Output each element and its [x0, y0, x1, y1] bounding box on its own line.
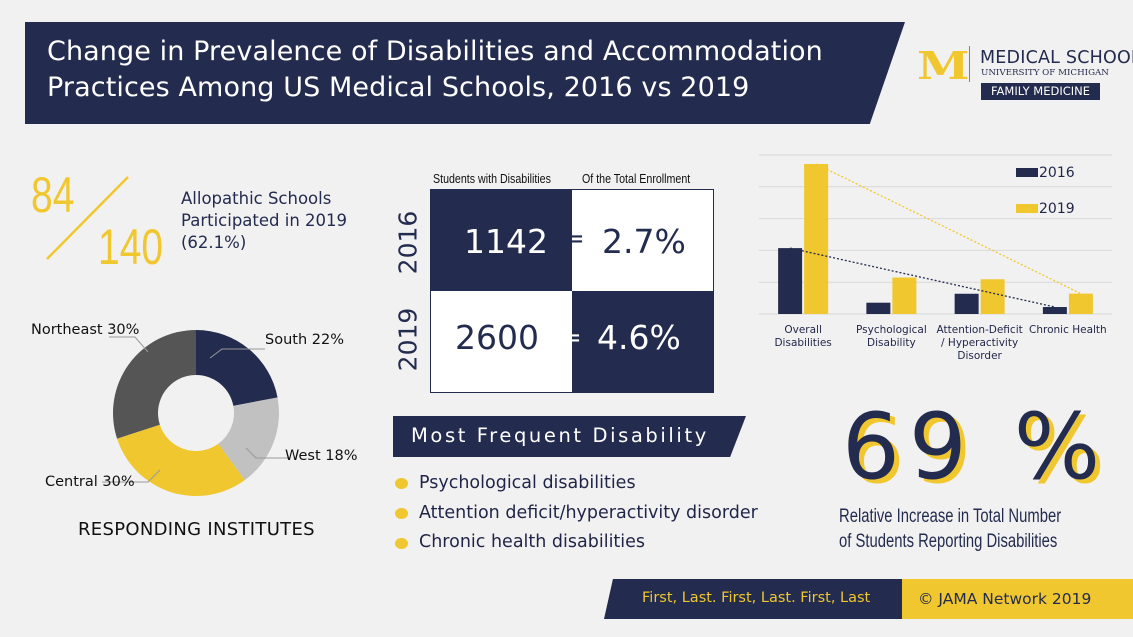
footer-authors: First, Last. First, Last. First, Last — [642, 590, 871, 606]
bullet-dot — [395, 508, 408, 519]
stat-description-2: of Students Reporting Disabilities — [839, 531, 1058, 552]
category-label: Disabilities — [774, 337, 831, 349]
leader-northeast — [109, 336, 149, 353]
value-2016-percent: 2.7% — [602, 222, 686, 261]
year-label-2016: 2016 — [393, 210, 423, 275]
participation-text-3: (62.1%) — [181, 233, 247, 252]
value-2019-students: 2600 — [455, 318, 539, 357]
category-label: Disorder — [957, 350, 1002, 362]
year-label-2019: 2019 — [393, 307, 423, 372]
legend-swatch-2016 — [1016, 168, 1038, 177]
frequent-item-3: Chronic health disabilities — [419, 532, 646, 552]
cell-2019-students — [431, 291, 572, 392]
title-line-2: Practices Among US Medical Schools, 2016… — [47, 72, 750, 103]
bar-2016-3 — [1042, 307, 1067, 314]
leader-central — [102, 469, 161, 483]
legend-swatch-2019 — [1016, 204, 1038, 213]
category-label: Psychological — [856, 324, 927, 336]
donut-slice-central — [117, 424, 245, 496]
participation-text-2: Participated in 2019 — [181, 211, 348, 230]
most-frequent-title: Most Frequent Disability — [411, 424, 709, 447]
cell-2016-percent — [572, 190, 713, 291]
category-label: Overall — [784, 324, 822, 336]
bar-2019-2 — [980, 279, 1005, 314]
bar-2016-0 — [778, 248, 803, 314]
bullet-dot — [395, 478, 408, 489]
equals-2016: = — [563, 224, 585, 254]
category-label: Disability — [867, 337, 916, 349]
category-label: Attention-Deficit — [937, 324, 1023, 336]
col-header-students: Students with Disabilities — [433, 171, 551, 186]
stat-description-1: Relative Increase in Total Number — [839, 506, 1062, 527]
relative-increase-value: 69 % — [842, 395, 1110, 500]
footer-authors-bar — [604, 579, 902, 619]
equals-2019: = — [560, 323, 582, 353]
most-frequent-banner — [393, 416, 746, 457]
footer-copyright: © JAMA Network 2019 — [918, 590, 1092, 608]
frequent-item-1: Psychological disabilities — [419, 473, 636, 493]
donut-slice-south — [196, 330, 278, 406]
title-line-1: Change in Prevalence of Disabilities and… — [47, 36, 823, 67]
label-central: Central 30% — [45, 474, 135, 490]
label-south: South 22% — [265, 332, 344, 348]
bar-2019-0 — [804, 164, 829, 314]
trendline-2016 — [789, 247, 1056, 308]
cell-2019-percent — [572, 291, 713, 392]
label-northeast: Northeast 30% — [31, 322, 140, 338]
enrollment-grid: 1142 = 2.7% 2600 = 4.6% — [430, 189, 714, 393]
bar-2016-2 — [954, 293, 979, 314]
category-label: / Hyperactivity — [941, 337, 1018, 349]
value-2019-percent: 4.6% — [597, 318, 681, 357]
donut-caption: RESPONDING INSTITUTES — [78, 519, 315, 540]
bar-2019-1 — [892, 277, 917, 314]
bar-2019-3 — [1068, 293, 1093, 314]
donut-slice-west — [218, 397, 279, 481]
footer-copyright-bar — [902, 579, 1133, 619]
frequent-item-2: Attention deficit/hyperactivity disorder — [419, 503, 758, 523]
participation-denominator: 140 — [98, 219, 164, 275]
leader-south — [209, 348, 265, 359]
trendline-2019 — [815, 163, 1082, 295]
legend-label-2019: 2019 — [1039, 201, 1075, 217]
michigan-block-m-logo: M — [917, 43, 970, 88]
participation-text-1: Allopathic Schools — [181, 189, 332, 208]
bar-2016-1 — [866, 302, 891, 314]
col-header-enrollment: Of the Total Enrollment — [582, 171, 691, 186]
bullet-dot — [395, 538, 408, 549]
logo-university: UNIVERSITY OF MICHIGAN — [981, 68, 1109, 78]
title-banner: Change in Prevalence of Disabilities and… — [25, 22, 905, 124]
legend-label-2016: 2016 — [1039, 165, 1075, 181]
logo-divider — [969, 46, 970, 82]
value-2016-students: 1142 — [464, 222, 548, 261]
cell-2016-students — [431, 190, 572, 291]
category-label: Chronic Health — [1029, 324, 1107, 336]
logo-medical-school: MEDICAL SCHOOL — [980, 48, 1133, 68]
leader-west — [245, 447, 290, 459]
label-west: West 18% — [285, 448, 358, 464]
donut-slice-northeast — [113, 330, 196, 439]
participation-numerator: 84 — [31, 167, 75, 223]
logo-department: FAMILY MEDICINE — [981, 83, 1100, 100]
